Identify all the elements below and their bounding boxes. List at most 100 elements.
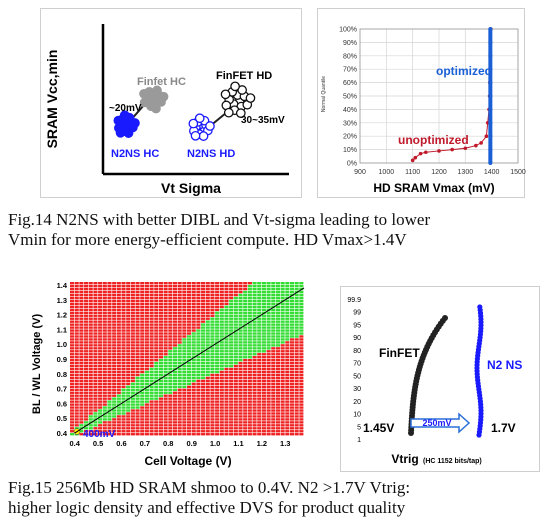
shmoo-cell (285, 302, 290, 306)
shmoo-cell (257, 427, 262, 430)
shmoo-cell (182, 308, 187, 312)
shmoo-cell (121, 373, 126, 377)
shmoo-cell (74, 394, 79, 397)
shmoo-cell (187, 353, 192, 356)
shmoo-cell (275, 290, 280, 294)
shmoo-cell (158, 326, 163, 329)
shmoo-cell (219, 394, 224, 397)
shmoo-cell (247, 433, 252, 436)
shmoo-cell (271, 406, 276, 409)
shmoo-cell (201, 302, 206, 306)
shmoo-cell (144, 379, 149, 383)
shmoo-cell (215, 282, 220, 285)
shmoo-cell (215, 388, 220, 391)
shmoo-cell (144, 406, 149, 409)
shmoo-cell (229, 338, 234, 341)
shmoo-cell (177, 379, 182, 383)
shmoo-cell (79, 415, 84, 418)
shmoo-cell (79, 376, 84, 380)
shmoo-cell (285, 361, 290, 365)
shmoo-cell (144, 359, 149, 362)
shmoo-cell (144, 335, 149, 338)
shmoo-cell (70, 293, 75, 297)
shmoo-cell (252, 335, 257, 338)
shmoo-cell (158, 373, 163, 377)
shmoo-cell (130, 302, 135, 306)
shmoo-cell (88, 356, 93, 359)
shmoo-cell (215, 385, 220, 389)
shmoo-cell (247, 317, 252, 320)
shmoo-cell (285, 433, 290, 436)
shmoo-cell (88, 296, 93, 300)
shmoo-cell (243, 370, 248, 374)
shmoo-cell (88, 367, 93, 371)
shmoo-cell (252, 290, 257, 294)
shmoo-cell (126, 412, 131, 415)
shmoo-cell (158, 299, 163, 303)
shmoo-cell (107, 311, 112, 314)
shmoo-cell (294, 361, 299, 365)
shmoo-cell (70, 379, 75, 383)
shmoo-cell (285, 430, 290, 433)
shmoo-cell (289, 364, 295, 368)
shmoo-cell (112, 364, 117, 368)
shmoo-cell (280, 350, 285, 353)
shmoo-cell (130, 317, 135, 320)
shmoo-cell (172, 394, 178, 397)
shmoo-cell (196, 293, 201, 297)
shmoo-cell (205, 406, 210, 409)
shmoo-cell (163, 359, 168, 362)
shmoo-cell (196, 421, 201, 424)
shmoo-cell (187, 293, 192, 297)
shmoo-cell (130, 323, 135, 326)
shmoo-cell (275, 287, 280, 291)
shmoo-cell (215, 296, 220, 300)
shmoo-cell (261, 344, 266, 347)
shmoo-cell (299, 406, 304, 409)
shmoo-cell (201, 430, 206, 433)
shmoo-cell (215, 367, 220, 371)
shmoo-cell (201, 433, 206, 436)
shmoo-cell (210, 415, 215, 418)
shmoo-cell (121, 344, 126, 347)
shmoo-cell (294, 282, 299, 285)
shmoo-cell (187, 308, 192, 312)
shmoo-cell (238, 430, 243, 433)
shmoo-cell (247, 314, 252, 317)
shmoo-cell (154, 403, 159, 406)
shmoo-cell (126, 353, 131, 356)
shmoo-cell (135, 282, 140, 285)
shmoo-cell (261, 364, 266, 368)
shmoo-cell (215, 287, 220, 291)
shmoo-cell (233, 350, 238, 353)
shmoo-cell (140, 311, 145, 314)
shmoo-cell (285, 350, 290, 353)
shmoo-cell (70, 338, 75, 341)
shmoo-cell (266, 287, 271, 291)
shmoo-cell (177, 424, 182, 427)
shmoo-cell (243, 382, 248, 386)
shmoo-cell (252, 424, 257, 427)
chart3-xtick: 1.0 (210, 439, 220, 448)
shmoo-cell (79, 296, 84, 300)
shmoo-cell (238, 302, 243, 306)
shmoo-cell (135, 341, 140, 344)
shmoo-cell (140, 293, 145, 297)
shmoo-cell (266, 350, 271, 353)
shmoo-cell (285, 359, 290, 362)
shmoo-cell (280, 403, 285, 406)
shmoo-cell (233, 290, 238, 294)
shmoo-cell (79, 323, 84, 326)
shmoo-cell (294, 359, 299, 362)
chart-vmax-panel: 0% 10% 20% 30% 40% 50% 60% 70% 80% 90% 100% 900 100… (317, 8, 526, 198)
shmoo-cell (116, 367, 121, 371)
shmoo-cell (299, 308, 304, 312)
shmoo-cell (121, 421, 126, 424)
shmoo-cell (126, 391, 131, 394)
shmoo-cell (210, 373, 215, 377)
shmoo-cell (289, 373, 295, 377)
shmoo-cell (88, 373, 93, 377)
shmoo-cell (205, 293, 210, 297)
shmoo-cell (149, 341, 154, 344)
shmoo-cell (215, 391, 220, 394)
